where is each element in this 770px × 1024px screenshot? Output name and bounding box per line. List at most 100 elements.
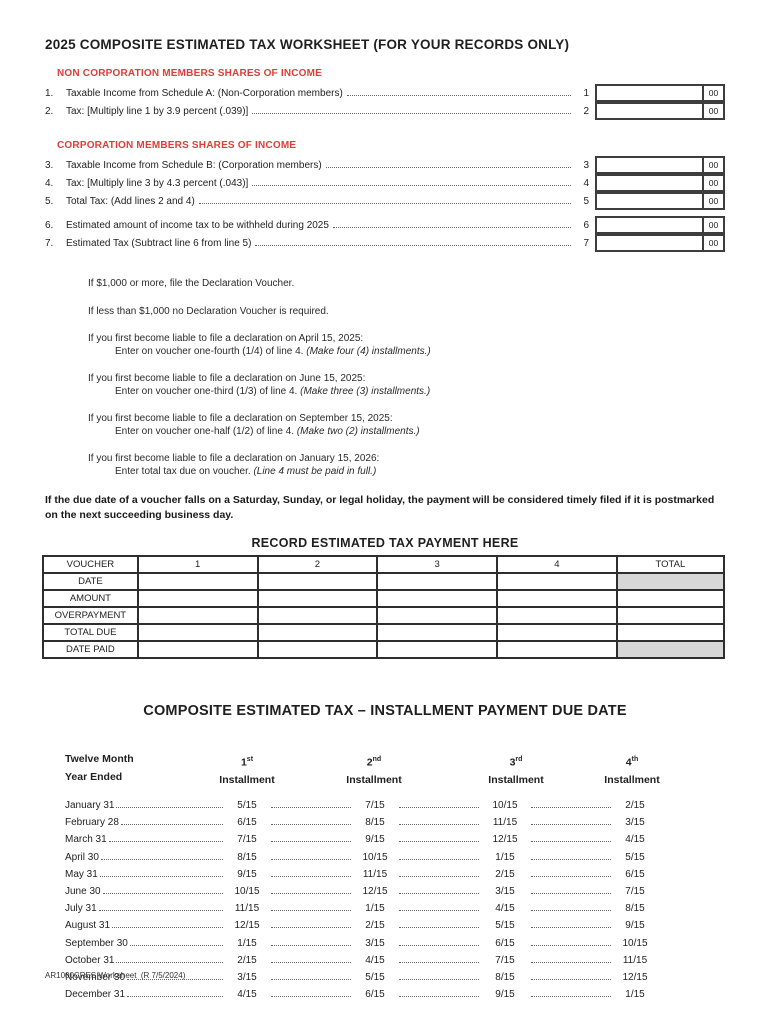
payment-cell[interactable] bbox=[496, 589, 618, 608]
payment-cell[interactable] bbox=[136, 640, 259, 659]
due-date-row-november: November 30 3/15 5/15 8/15 12/15 bbox=[65, 969, 657, 986]
due-date-2: 12/15 bbox=[362, 886, 388, 898]
payment-cell[interactable] bbox=[496, 606, 618, 625]
dot-leader bbox=[252, 112, 571, 114]
instruction-paragraph: If you first become liable to file a dec… bbox=[88, 373, 725, 398]
amount-box-line-6: 00 bbox=[595, 216, 725, 234]
due-date-row-september: September 30 1/15 3/15 6/15 10/15 bbox=[65, 935, 657, 952]
amount-field[interactable] bbox=[597, 158, 704, 172]
dot-leader bbox=[531, 961, 611, 963]
due-date-4: 1/15 bbox=[625, 989, 645, 1001]
payment-cell[interactable] bbox=[256, 572, 379, 591]
amount-field[interactable] bbox=[597, 194, 704, 208]
cents-cell: 00 bbox=[708, 106, 719, 116]
line-number: 6. bbox=[45, 219, 54, 231]
amount-field[interactable] bbox=[597, 104, 704, 118]
cents-cell: 00 bbox=[708, 178, 719, 188]
payment-cell[interactable] bbox=[256, 589, 379, 608]
line-ref: 6 bbox=[583, 219, 589, 231]
payment-cell[interactable] bbox=[615, 589, 726, 608]
due-date-4: 8/15 bbox=[625, 903, 645, 915]
amount-field[interactable] bbox=[597, 218, 704, 232]
instruction-text: If you first become liable to file a dec… bbox=[88, 333, 364, 344]
line-number: 2. bbox=[45, 105, 54, 117]
due-date-3: 9/15 bbox=[495, 989, 515, 1001]
payment-cell[interactable] bbox=[376, 572, 499, 591]
due-date-row-march: March 31 7/15 9/15 12/15 4/15 bbox=[65, 831, 657, 848]
due-date-row-april: April 30 8/15 10/15 1/15 5/15 bbox=[65, 849, 657, 866]
dot-leader bbox=[399, 824, 479, 826]
due-date-1: 8/15 bbox=[237, 851, 257, 863]
dot-leader bbox=[531, 858, 611, 860]
payment-cell[interactable] bbox=[615, 623, 726, 642]
instruction-italic: (Make three (3) installments.) bbox=[300, 385, 431, 397]
due-date-2: 4/15 bbox=[365, 954, 385, 966]
dot-leader bbox=[102, 893, 223, 895]
instruction-paragraph: If less than $1,000 no Declaration Vouch… bbox=[88, 306, 725, 319]
dot-leader bbox=[98, 910, 223, 912]
dot-leader bbox=[399, 858, 479, 860]
dot-leader bbox=[346, 94, 571, 96]
payment-cell[interactable] bbox=[136, 589, 259, 608]
payment-cell[interactable] bbox=[615, 606, 726, 625]
due-date-4: 6/15 bbox=[625, 868, 645, 880]
table-row-amount: AMOUNT bbox=[42, 589, 726, 608]
shaded-cell bbox=[615, 640, 726, 659]
line-ref: 3 bbox=[583, 159, 589, 171]
section-heading-corporation: CORPORATION MEMBERS SHARES OF INCOME bbox=[57, 140, 297, 151]
due-date-1: 1/15 bbox=[237, 937, 257, 949]
amount-field[interactable] bbox=[597, 86, 704, 100]
col-header-1: 1 bbox=[136, 555, 259, 574]
payment-cell[interactable] bbox=[136, 572, 259, 591]
due-date-1: 9/15 bbox=[237, 868, 257, 880]
instruction-text: If you first become liable to file a dec… bbox=[88, 453, 380, 464]
payment-cell[interactable] bbox=[496, 623, 618, 642]
month-label: September 30 bbox=[65, 937, 128, 949]
dot-leader bbox=[129, 944, 223, 946]
dot-leader bbox=[325, 166, 571, 168]
line-ref: 2 bbox=[583, 105, 589, 117]
payment-cell[interactable] bbox=[376, 589, 499, 608]
payment-cell[interactable] bbox=[496, 640, 618, 659]
dot-leader bbox=[271, 893, 351, 895]
line-ref: 1 bbox=[583, 87, 589, 99]
payment-cell[interactable] bbox=[256, 640, 379, 659]
due-date-2: 9/15 bbox=[365, 834, 385, 846]
amount-box-line-7: 00 bbox=[595, 234, 725, 252]
due-date-3: 4/15 bbox=[495, 903, 515, 915]
dot-leader bbox=[116, 807, 223, 809]
amount-field[interactable] bbox=[597, 236, 704, 250]
instruction-text: If you first become liable to file a dec… bbox=[88, 413, 393, 424]
due-date-row-february: February 28 6/15 8/15 11/15 3/15 bbox=[65, 814, 657, 831]
due-date-2: 10/15 bbox=[362, 851, 388, 863]
line-number: 1. bbox=[45, 87, 54, 99]
payment-cell[interactable] bbox=[256, 606, 379, 625]
payment-cell[interactable] bbox=[376, 623, 499, 642]
amount-field[interactable] bbox=[597, 176, 704, 190]
declaration-instructions: If $1,000 or more, file the Declaration … bbox=[88, 278, 725, 478]
payment-cell[interactable] bbox=[376, 606, 499, 625]
worksheet-line-4: 4. Tax: [Multiply line 3 by 4.3 percent … bbox=[45, 174, 725, 192]
payment-cell[interactable] bbox=[496, 572, 618, 591]
row-label-amount: AMOUNT bbox=[42, 589, 139, 608]
line-number: 3. bbox=[45, 159, 54, 171]
row-label-date: DATE bbox=[42, 572, 139, 591]
due-date-3: 7/15 bbox=[495, 954, 515, 966]
shaded-cell bbox=[615, 572, 726, 591]
instruction-paragraph: If you first become liable to file a dec… bbox=[88, 413, 725, 438]
payment-cell[interactable] bbox=[376, 640, 499, 659]
due-date-4: 5/15 bbox=[625, 851, 645, 863]
due-date-row-january: January 31 5/15 7/15 10/15 2/15 bbox=[65, 797, 657, 814]
instruction-paragraph: If you first become liable to file a dec… bbox=[88, 453, 725, 478]
dot-leader bbox=[531, 824, 611, 826]
dot-leader bbox=[198, 202, 571, 204]
payment-cell[interactable] bbox=[136, 606, 259, 625]
due-date-1: 6/15 bbox=[237, 817, 257, 829]
payment-cell[interactable] bbox=[256, 623, 379, 642]
dot-leader bbox=[112, 927, 223, 929]
due-date-3: 12/15 bbox=[492, 834, 518, 846]
payment-cell[interactable] bbox=[136, 623, 259, 642]
dot-leader bbox=[271, 996, 351, 998]
line-label: Taxable Income from Schedule B: (Corpora… bbox=[66, 159, 322, 171]
